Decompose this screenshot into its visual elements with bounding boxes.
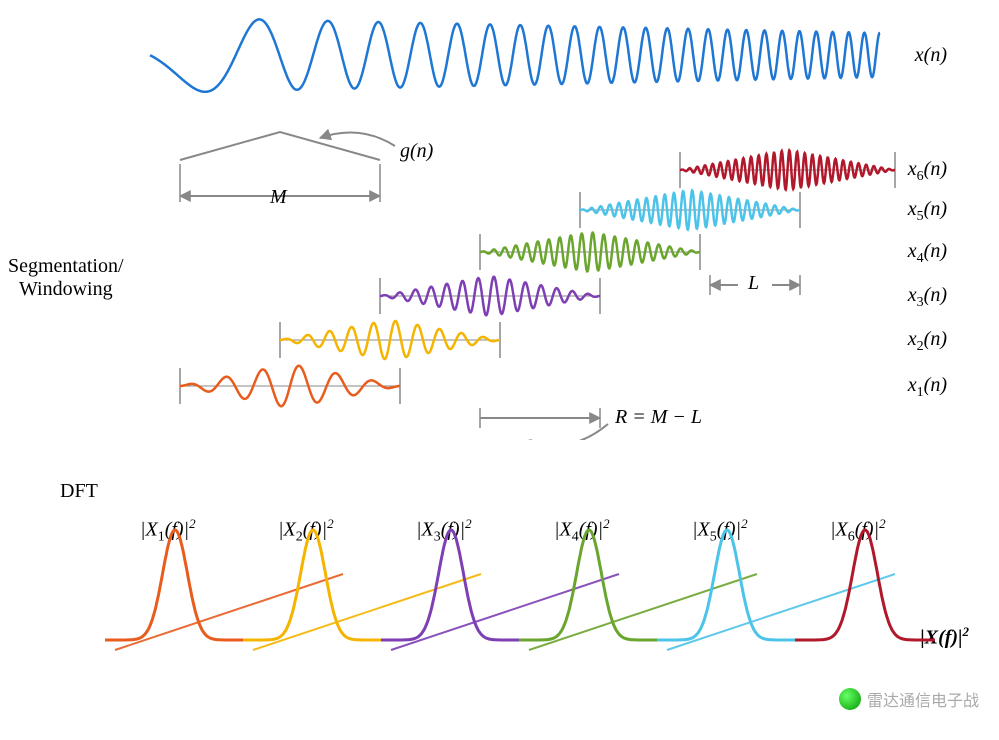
watermark-icon	[839, 688, 861, 710]
seg5-label: x5(n)	[908, 198, 947, 225]
seg3-label: x3(n)	[908, 284, 947, 311]
watermark: 雷达通信电子战	[839, 687, 979, 711]
r-label: R = M − L	[615, 406, 702, 429]
seg6-label: x6(n)	[908, 158, 947, 185]
l-label: L	[748, 272, 759, 295]
seg1-label: x1(n)	[908, 374, 947, 401]
watermark-text: 雷达通信电子战	[867, 687, 979, 711]
seg2-label: x2(n)	[908, 328, 947, 355]
segments-diagram	[0, 0, 999, 440]
seg4-label: x4(n)	[908, 240, 947, 267]
